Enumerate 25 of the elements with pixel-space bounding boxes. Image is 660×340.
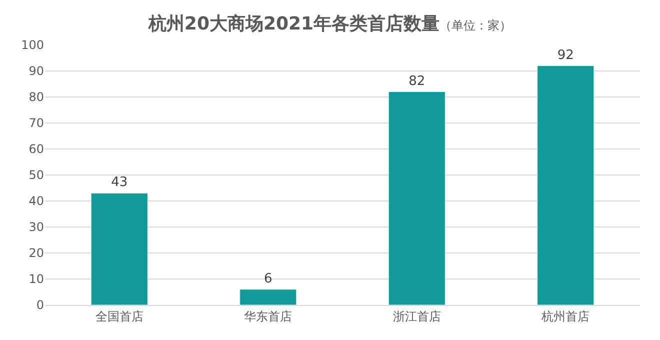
y-tick-label: 60 bbox=[28, 142, 44, 156]
y-tick-label: 70 bbox=[28, 116, 44, 130]
y-tick-label: 0 bbox=[36, 298, 44, 312]
y-tick-label: 50 bbox=[28, 168, 44, 182]
x-tick-label: 全国首店 bbox=[95, 309, 144, 324]
y-tick-label: 20 bbox=[28, 246, 44, 260]
chart-subtitle: （单位：家） bbox=[440, 18, 512, 33]
bar bbox=[90, 192, 148, 305]
data-label: 43 bbox=[111, 175, 128, 190]
y-tick-label: 10 bbox=[28, 272, 44, 286]
x-tick-label: 杭州首店 bbox=[540, 309, 590, 324]
y-tick-label: 90 bbox=[28, 64, 44, 78]
data-label: 82 bbox=[408, 74, 426, 89]
y-tick-label: 30 bbox=[28, 220, 44, 234]
bar bbox=[388, 92, 446, 305]
bar bbox=[537, 66, 594, 305]
data-label: 92 bbox=[557, 48, 574, 63]
x-tick-label: 华东首店 bbox=[244, 309, 292, 324]
y-tick-label: 100 bbox=[21, 38, 44, 52]
x-tick-label: 浙江首店 bbox=[392, 309, 441, 324]
bar bbox=[240, 289, 297, 305]
chart-title: 杭州20大商场2021年各类首店数量 bbox=[147, 14, 440, 35]
y-tick-label: 80 bbox=[28, 90, 44, 104]
data-label: 6 bbox=[264, 271, 272, 286]
y-tick-label: 40 bbox=[28, 194, 44, 208]
